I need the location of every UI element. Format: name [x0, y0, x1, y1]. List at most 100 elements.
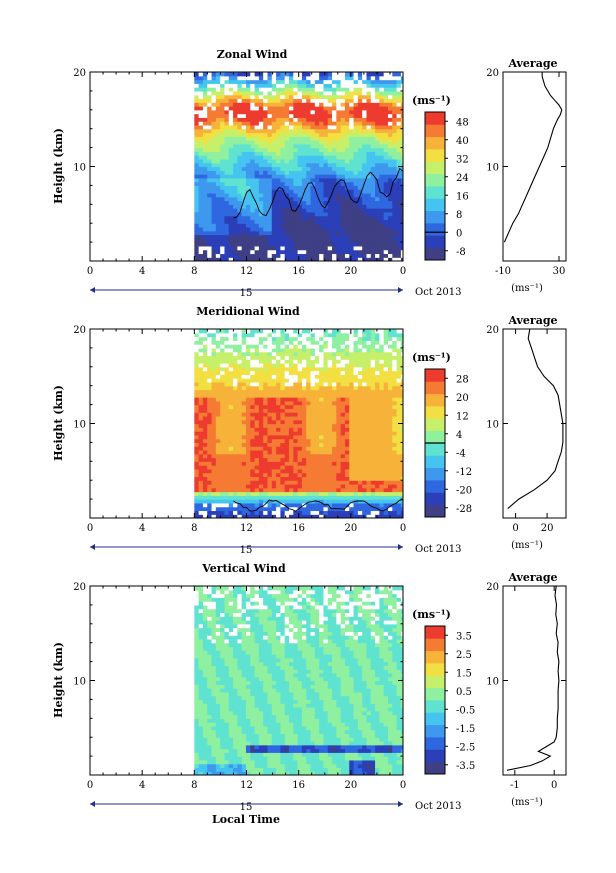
heatmap-cell [198, 434, 204, 440]
heatmap-cell [301, 449, 307, 455]
heatmap-cell [194, 109, 200, 115]
heatmap-cell [396, 245, 402, 251]
heatmap-cell [340, 423, 346, 428]
heatmap-cell [263, 185, 269, 190]
heatmap-cell [289, 363, 294, 368]
heatmap-cell [245, 442, 251, 447]
heatmap-cell [306, 196, 312, 202]
heatmap-cell [228, 75, 234, 81]
heatmap-cell [258, 117, 264, 122]
heatmap-cell [375, 113, 380, 118]
heatmap-cell [353, 506, 359, 512]
heatmap-cell [379, 347, 385, 353]
heatmap-cell [306, 208, 312, 213]
heatmap-cell [228, 412, 234, 417]
heatmap-cell [357, 336, 363, 341]
heatmap-cell [310, 465, 316, 470]
heatmap-cell [284, 449, 290, 455]
heatmap-cell [323, 177, 329, 183]
heatmap-cell [276, 374, 281, 379]
heatmap-cell [301, 363, 307, 368]
heatmap-cell [224, 128, 230, 134]
heatmap-cell [233, 400, 238, 406]
heatmap-cell [379, 72, 385, 77]
heatmap-cell [297, 174, 303, 179]
heatmap-cell [241, 242, 247, 247]
heatmap-cell [271, 412, 277, 417]
heatmap-cell [310, 431, 316, 436]
heatmap-cell [349, 408, 355, 413]
heatmap-cell [233, 155, 238, 160]
heatmap-cell [241, 442, 247, 447]
heatmap-cell [370, 155, 376, 160]
heatmap-cell [284, 431, 290, 436]
heatmap-cell [327, 170, 333, 175]
heatmap-cell [276, 140, 281, 145]
heatmap-cell [228, 378, 234, 383]
heatmap-cell [379, 128, 385, 134]
heatmap-cell [306, 491, 312, 496]
heatmap-cell [202, 442, 208, 447]
heatmap-cell [379, 215, 385, 221]
heatmap-cell [254, 446, 260, 451]
heatmap-cell [362, 90, 368, 96]
heatmap-cell [375, 249, 380, 255]
heatmap-cell [267, 347, 273, 353]
heatmap-cell [366, 491, 372, 496]
heatmap-cell [258, 177, 264, 183]
heatmap-cell [250, 211, 256, 217]
heatmap-cell [211, 374, 217, 379]
heatmap-cell [289, 351, 294, 357]
heatmap-cell [327, 249, 333, 255]
heatmap-cell [194, 208, 200, 213]
heatmap-cell [276, 124, 281, 130]
heatmap-cell [198, 453, 204, 459]
heatmap-cell [314, 230, 320, 236]
heatmap-cell [366, 495, 372, 500]
heatmap-cell [332, 468, 337, 474]
heatmap-cell [198, 502, 204, 508]
heatmap-cell [340, 438, 346, 443]
heatmap-cell [284, 514, 290, 518]
heatmap-cell [233, 158, 238, 164]
heatmap-cell [207, 223, 213, 228]
heatmap-cell [370, 79, 376, 84]
heatmap-cell [396, 174, 402, 179]
heatmap-cell [314, 87, 320, 92]
heatmap-cell [237, 434, 243, 440]
heatmap-cell [284, 245, 290, 251]
heatmap-cell [267, 374, 273, 379]
heatmap-cell [349, 90, 355, 96]
heatmap-cell [388, 124, 393, 130]
heatmap-cell [293, 340, 299, 345]
heatmap-cell [289, 226, 294, 232]
heatmap-cell [344, 124, 350, 130]
heatmap-cell [301, 465, 307, 470]
heatmap-cell [289, 117, 294, 122]
heatmap-cell [293, 419, 299, 425]
heatmap-cell [250, 389, 256, 394]
heatmap-cell [276, 510, 281, 515]
heatmap-cell [340, 102, 346, 107]
heatmap-cell [198, 351, 204, 357]
heatmap-cell [245, 211, 251, 217]
heatmap-cell [271, 329, 277, 334]
heatmap-cell [237, 189, 243, 194]
heatmap-cell [215, 438, 221, 443]
heatmap-cell [280, 245, 286, 251]
heatmap-cell [237, 106, 243, 111]
heatmap-cell [314, 378, 320, 383]
heatmap-cell [332, 449, 337, 455]
heatmap-cell [254, 389, 260, 394]
heatmap-cell [366, 438, 372, 443]
heatmap-cell [211, 499, 217, 504]
heatmap-cell [207, 121, 213, 126]
heatmap-cell [254, 366, 260, 372]
heatmap-cell [280, 347, 286, 353]
heatmap-cell [224, 196, 230, 202]
heatmap-cell [344, 419, 350, 425]
heatmap-cell [220, 162, 226, 168]
heatmap-cell [202, 419, 208, 425]
heatmap-cell [220, 223, 226, 228]
heatmap-cell [375, 98, 380, 103]
